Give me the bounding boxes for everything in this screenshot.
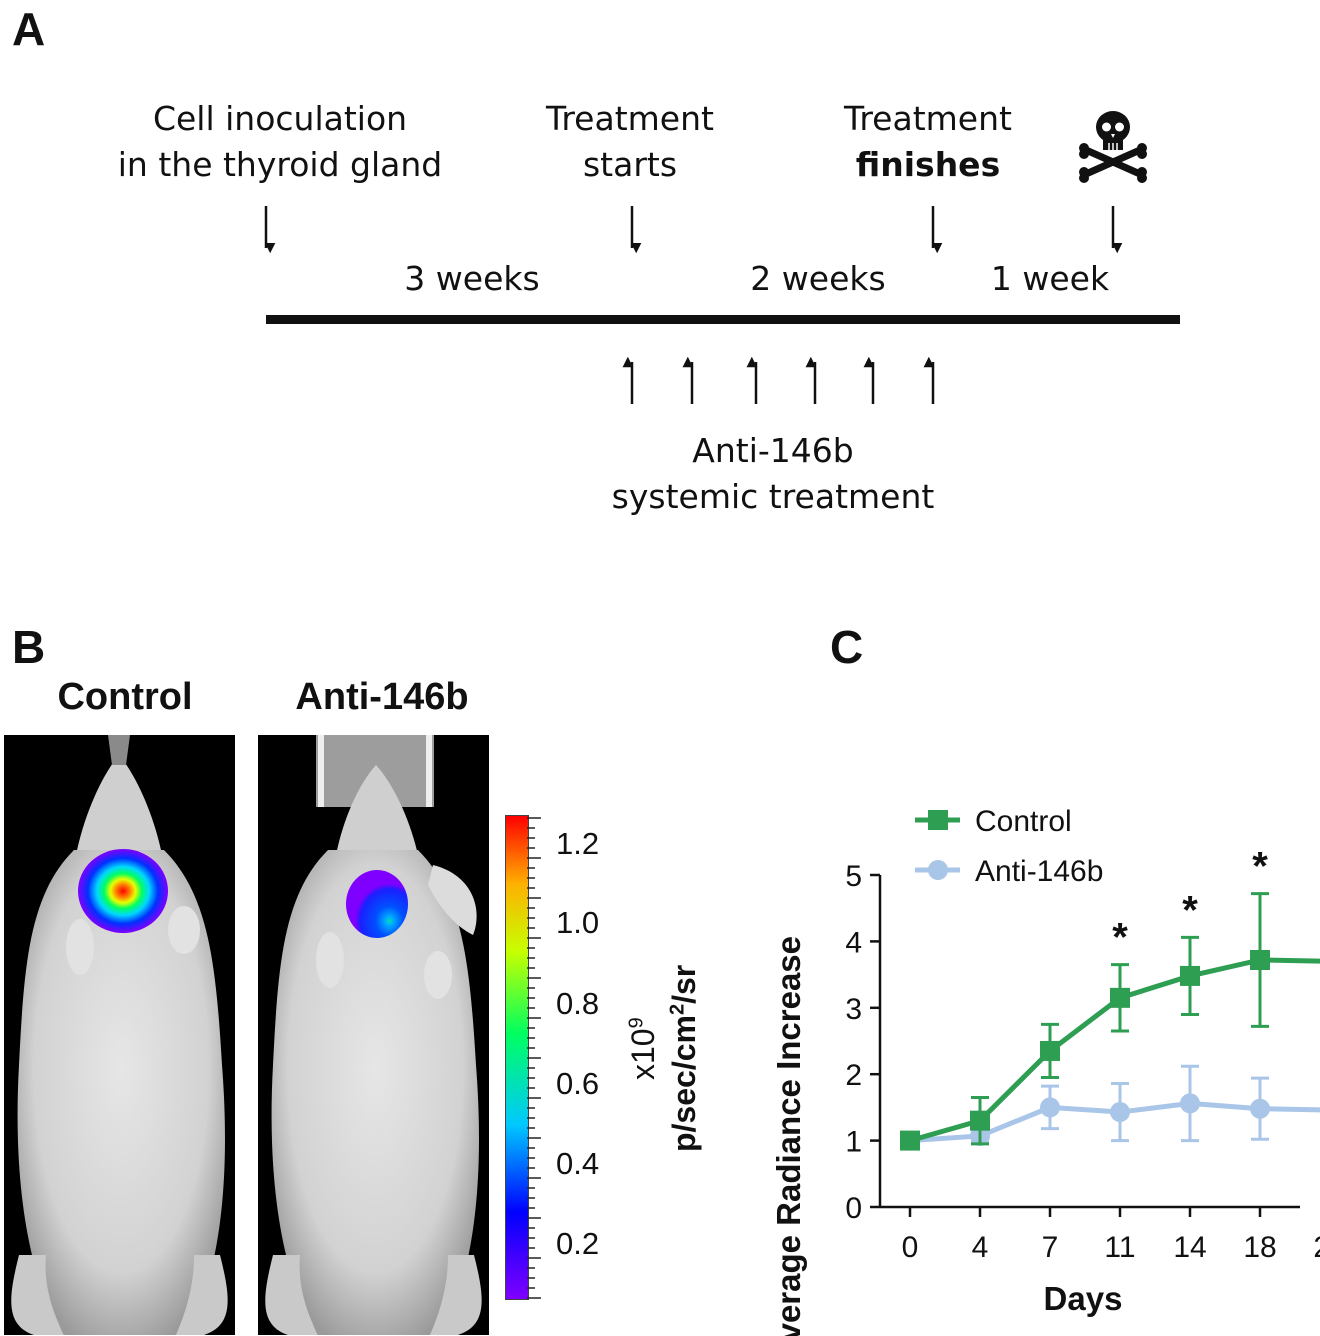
- treated-signal-spot: [346, 870, 408, 938]
- treated-mouse-drawing: [265, 735, 482, 1335]
- significance-asterisk: *: [1252, 845, 1268, 889]
- y-tick-label: 5: [845, 860, 862, 893]
- treatment-label: Anti-146b systemic treatment: [598, 428, 948, 520]
- data-point: [1040, 1040, 1060, 1061]
- data-point: [900, 1130, 920, 1151]
- colorbar-ticks: [527, 817, 541, 1299]
- panel-b-letter: B: [12, 621, 46, 673]
- x-tick-label: 18: [1243, 1231, 1276, 1264]
- event-inoculation-line1: Cell inoculation: [152, 99, 408, 138]
- colorbar-multiplier-base: x10: [625, 1028, 661, 1080]
- data-point: [1180, 965, 1200, 986]
- colorbar-multiplier: x109: [625, 1017, 662, 1080]
- legend-marker: [928, 810, 948, 830]
- radiance-chart: 01234504711141821 **** ControlAnti-146b …: [770, 805, 1320, 1336]
- control-mouse-title: Control: [57, 676, 193, 718]
- timeline-bar: [266, 315, 1180, 324]
- event-finish-line1: Treatment: [844, 99, 1012, 138]
- colorbar-tick-label: 1.2: [556, 826, 600, 861]
- legend-label: Control: [975, 805, 1072, 838]
- skull-crossbones-icon: [1079, 111, 1147, 183]
- legend-label: Anti-146b: [975, 855, 1103, 888]
- x-tick-label: 11: [1104, 1231, 1135, 1264]
- treated-mouse-title: Anti-146b: [295, 676, 469, 718]
- y-tick-label: 3: [845, 993, 862, 1026]
- data-point: [1110, 987, 1130, 1008]
- y-tick-label: 0: [845, 1192, 862, 1225]
- data-point: [1110, 1102, 1130, 1123]
- event-inoculation-label: Cell inoculation in the thyroid gland: [100, 96, 460, 188]
- data-point: [1250, 1098, 1270, 1119]
- x-tick-label: 7: [1042, 1231, 1059, 1264]
- dose-arrows: [622, 356, 935, 404]
- duration-2-weeks: 2 weeks: [750, 259, 886, 298]
- legend-marker: [928, 860, 948, 880]
- event-inoculation-line2: in the thyroid gland: [117, 145, 443, 184]
- event-start-line1: Treatment: [546, 99, 714, 138]
- data-point: [1180, 1093, 1200, 1114]
- x-axis-label: Days: [1044, 1280, 1123, 1317]
- treatment-label-line2: systemic treatment: [611, 477, 935, 516]
- series-control: [900, 892, 1320, 1151]
- colorbar-multiplier-exp: 9: [625, 1017, 648, 1029]
- duration-1-week: 1 week: [990, 259, 1110, 298]
- chart-axes: 0 1 2 3 4 5 0 4 7 11 14 18 21: [845, 860, 1320, 1264]
- x-tick-label: 0: [902, 1231, 919, 1264]
- x-tick-label: 14: [1173, 1231, 1206, 1264]
- colorbar-tick-label: 0.6: [556, 1066, 600, 1101]
- treated-mouse-image: [258, 735, 489, 1335]
- colorbar: [505, 815, 529, 1300]
- colorbar-unit-post: /sr: [666, 964, 702, 1004]
- y-tick-label: 4: [845, 926, 862, 959]
- colorbar-unit-sup: 2: [666, 1003, 689, 1016]
- significance-asterisk: *: [1112, 916, 1128, 960]
- timeline-graphic: [264, 111, 1180, 404]
- event-arrows: [264, 206, 1123, 254]
- y-axis-label: Average Radiance Increase: [770, 936, 807, 1336]
- panel-a-letter: A: [12, 3, 46, 55]
- event-finish-line2: finishes: [855, 145, 1001, 184]
- y-tick-label: 1: [845, 1126, 862, 1159]
- series-anti-146b: [900, 1064, 1320, 1151]
- data-point: [1250, 949, 1270, 970]
- data-point: [970, 1110, 990, 1131]
- event-finish-label: Treatment finishes: [808, 96, 1048, 188]
- colorbar-tick-label: 0.4: [556, 1146, 600, 1181]
- x-tick-label: 21: [1313, 1231, 1320, 1264]
- event-start-line2: starts: [582, 145, 678, 184]
- colorbar-unit-pre: p/sec/cm: [666, 1015, 702, 1152]
- panel-c-letter: C: [830, 621, 864, 673]
- control-signal-spot: [78, 849, 168, 933]
- control-mouse-drawing: [11, 735, 228, 1335]
- data-point: [1040, 1097, 1060, 1118]
- control-mouse-image: [4, 735, 235, 1335]
- colorbar-tick-label: 0.2: [556, 1226, 600, 1261]
- chart-series: ****: [900, 845, 1320, 1151]
- colorbar-tick-label: 0.8: [556, 986, 600, 1021]
- colorbar-tick-label: 1.0: [556, 905, 600, 940]
- chart-legend: Control Anti-146b: [915, 805, 1103, 888]
- significance-asterisk: *: [1182, 888, 1198, 932]
- event-start-label: Treatment starts: [510, 96, 750, 188]
- treatment-label-line1: Anti-146b: [692, 431, 854, 470]
- duration-3-weeks: 3 weeks: [404, 259, 540, 298]
- x-tick-label: 4: [972, 1231, 989, 1264]
- colorbar-unit: p/sec/cm2/sr: [666, 965, 703, 1152]
- y-tick-label: 2: [845, 1059, 862, 1092]
